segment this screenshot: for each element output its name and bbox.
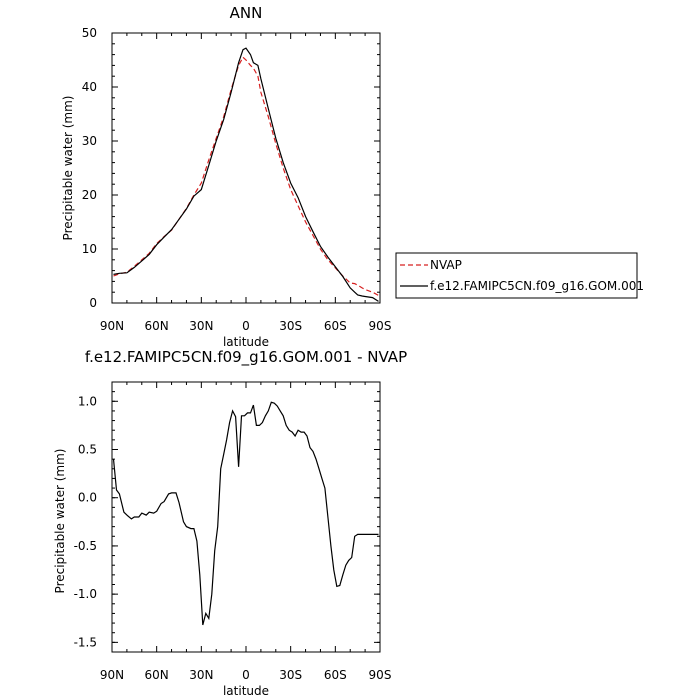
legend-label-nvap: NVAP bbox=[430, 258, 462, 272]
bottom-series-line-difference bbox=[112, 401, 379, 626]
top-x-tick-label: 90S bbox=[369, 319, 392, 333]
top-y-tick-label: 40 bbox=[82, 80, 97, 94]
bottom-x-tick-label: 60N bbox=[145, 668, 169, 682]
legend-box bbox=[395, 252, 638, 299]
top-series-line-nvap bbox=[113, 56, 379, 296]
bottom-x-axis-label: latitude bbox=[223, 684, 269, 698]
top-x-tick-label: 30N bbox=[189, 319, 213, 333]
bottom-y-tick-label: -1.5 bbox=[74, 635, 97, 649]
bottom-x-tick-label: 90S bbox=[369, 668, 392, 682]
bottom-y-axis-label: Precipitable water (mm) bbox=[53, 449, 67, 594]
top-plot-frame bbox=[111, 32, 381, 304]
bottom-panel: f.e12.FAMIPC5CN.f09_g16.GOM.001 - NVAP P… bbox=[53, 348, 407, 698]
bottom-x-tick-label: 0 bbox=[242, 668, 250, 682]
top-y-tick-label: 20 bbox=[82, 188, 97, 202]
bottom-y-tick-label: -0.5 bbox=[74, 539, 97, 553]
bottom-y-tick-label: 0.0 bbox=[78, 491, 97, 505]
bottom-x-tick-label: 60S bbox=[324, 668, 347, 682]
bottom-x-tick-label: 90N bbox=[100, 668, 124, 682]
top-series-group bbox=[113, 47, 379, 302]
legend: NVAP f.e12.FAMIPC5CN.f09_g16.GOM.001 bbox=[395, 252, 644, 299]
top-series-line-model bbox=[113, 47, 379, 302]
top-x-tick-label: 0 bbox=[242, 319, 250, 333]
top-x-tick-label: 30S bbox=[279, 319, 302, 333]
bottom-x-tick-label: 30S bbox=[279, 668, 302, 682]
bottom-series-group bbox=[112, 401, 379, 626]
bottom-plot-frame bbox=[111, 381, 381, 653]
bottom-chart-title: f.e12.FAMIPC5CN.f09_g16.GOM.001 - NVAP bbox=[85, 348, 407, 367]
top-y-tick-label: 0 bbox=[89, 296, 97, 310]
bottom-y-tick-label: -1.0 bbox=[74, 587, 97, 601]
top-x-tick-label: 90N bbox=[100, 319, 124, 333]
bottom-x-tick-label: 30N bbox=[189, 668, 213, 682]
legend-label-model: f.e12.FAMIPC5CN.f09_g16.GOM.001 bbox=[430, 279, 644, 293]
top-chart-title: ANN bbox=[230, 4, 263, 22]
bottom-y-tick-label: 1.0 bbox=[78, 394, 97, 408]
top-axis-ticks: 90N 60N 30N 0 30S 60S 90S 0 10 20 30 40 50 bbox=[82, 26, 392, 333]
top-x-tick-label: 60N bbox=[145, 319, 169, 333]
top-x-tick-label: 60S bbox=[324, 319, 347, 333]
top-y-axis-label: Precipitable water (mm) bbox=[61, 96, 75, 241]
top-y-tick-label: 30 bbox=[82, 134, 97, 148]
top-y-tick-label: 10 bbox=[82, 242, 97, 256]
top-x-axis-label: latitude bbox=[223, 335, 269, 349]
top-panel: ANN Precipitable water (mm) latitude 90N… bbox=[61, 4, 391, 349]
top-y-tick-label: 50 bbox=[82, 26, 97, 40]
bottom-y-tick-label: 0.5 bbox=[78, 443, 97, 457]
